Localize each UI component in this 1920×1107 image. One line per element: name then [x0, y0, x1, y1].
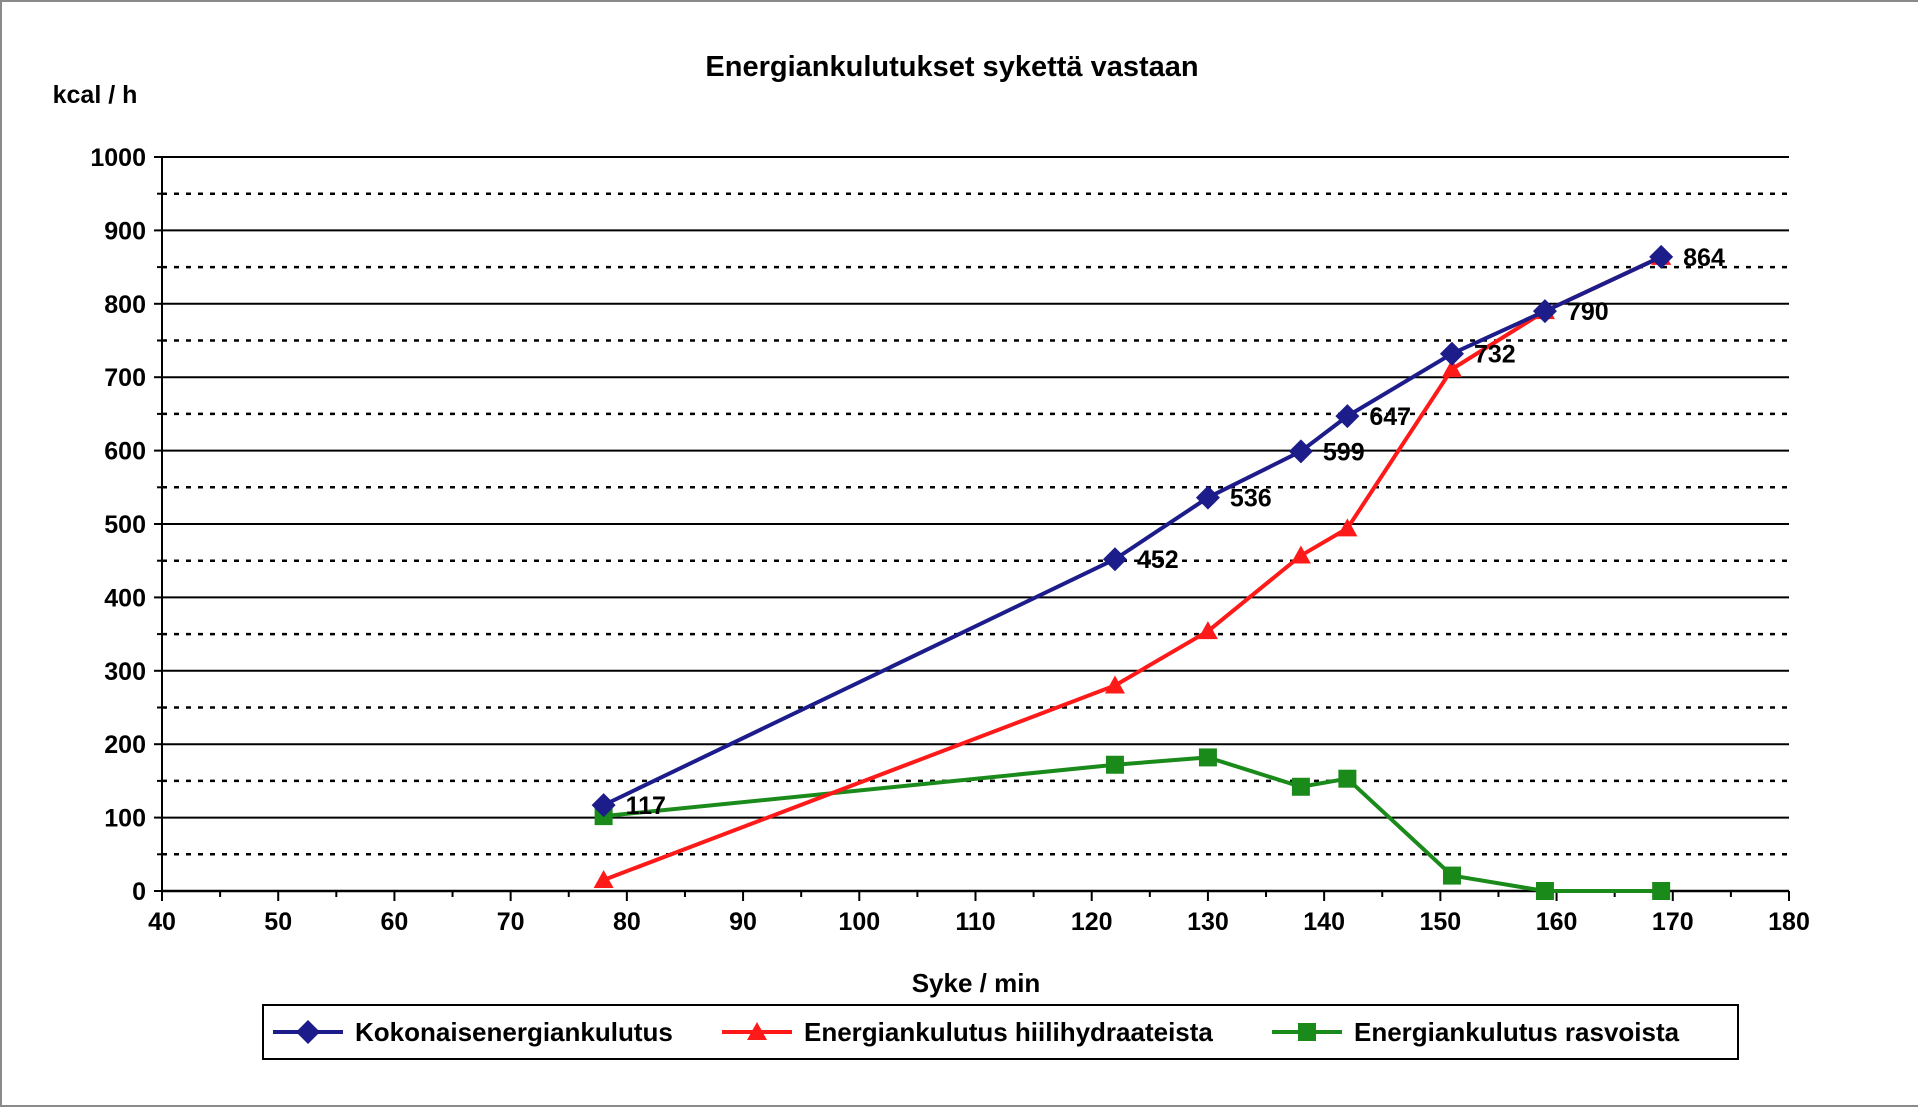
- data-label: 536: [1230, 485, 1272, 513]
- data-point: [1535, 882, 1554, 900]
- x-tick-label: 130: [1187, 908, 1229, 936]
- legend-marker: [1298, 1023, 1316, 1041]
- x-axis-label: Syke / min: [912, 968, 1041, 998]
- y-tick-label: 900: [104, 217, 146, 245]
- data-point: [1291, 777, 1310, 796]
- legend-marker: [296, 1020, 320, 1044]
- x-tick-label: 170: [1652, 908, 1694, 936]
- y-tick-label: 700: [104, 364, 146, 392]
- x-tick-label: 160: [1536, 908, 1578, 936]
- data-point: [1288, 439, 1313, 464]
- y-tick-label: 0: [132, 878, 146, 906]
- data-point: [593, 869, 614, 888]
- legend: Kokonaisenergiankulutus Energiankulutus h…: [262, 1004, 1739, 1060]
- legend-label: Kokonaisenergiankulutus: [355, 1017, 673, 1047]
- data-label: 599: [1323, 438, 1365, 466]
- series-line: [603, 755, 1662, 893]
- data-point: [1105, 755, 1124, 774]
- y-tick-label: 400: [104, 584, 146, 612]
- x-tick-label: 90: [729, 908, 757, 936]
- data-point: [1335, 404, 1360, 429]
- data-label: 452: [1137, 546, 1179, 574]
- data-point: [1198, 748, 1217, 767]
- data-point: [1102, 547, 1127, 572]
- data-point: [1441, 359, 1462, 378]
- legend-marker: [747, 1022, 767, 1040]
- data-label: 647: [1369, 403, 1411, 431]
- legend-label: Energiankulutus rasvoista: [1354, 1017, 1680, 1047]
- data-label: 790: [1567, 298, 1609, 326]
- y-tick-label: 200: [104, 731, 146, 759]
- series-line: [602, 255, 1663, 882]
- data-label: 864: [1683, 244, 1725, 272]
- data-point: [1439, 341, 1464, 366]
- x-tick-label: 180: [1768, 908, 1810, 936]
- data-point: [1649, 244, 1674, 269]
- x-tick-label: 100: [838, 908, 880, 936]
- legend-label: Energiankulutus hiilihydraateista: [804, 1017, 1213, 1047]
- data-label: 117: [626, 792, 666, 820]
- data-point: [1104, 675, 1125, 694]
- data-point: [1195, 485, 1220, 510]
- legend-box: [262, 1004, 1739, 1060]
- data-point: [1290, 545, 1311, 564]
- y-tick-label: 800: [104, 291, 146, 319]
- x-tick-label: 60: [381, 908, 409, 936]
- x-tick-label: 150: [1419, 908, 1461, 936]
- y-tick-label: 300: [104, 658, 146, 686]
- axes: 0 100 200 300 400 500 600 700 800 900 1000 40 50 60 70…: [90, 144, 1809, 936]
- x-tick-label: 80: [613, 908, 641, 936]
- data-point: [1337, 518, 1358, 537]
- y-tick-label: 500: [104, 511, 146, 539]
- data-point: [1652, 882, 1671, 900]
- data-point: [1197, 621, 1218, 640]
- series-1: [591, 244, 1674, 818]
- x-tick-label: 70: [497, 908, 525, 936]
- y-tick-label: 100: [104, 805, 146, 833]
- chart-title: Energiankulutukset sykettä vastaan: [705, 51, 1198, 83]
- data-point: [1532, 299, 1557, 324]
- grid-lines: [162, 156, 1789, 856]
- y-tick-label: 1000: [90, 144, 146, 172]
- data-label: 732: [1474, 341, 1516, 369]
- x-tick-label: 110: [955, 908, 995, 936]
- y-tick-label: 600: [104, 438, 146, 466]
- data-point: [591, 793, 616, 818]
- x-tick-label: 50: [264, 908, 292, 936]
- series-line: [602, 255, 1663, 807]
- data-point: [1338, 769, 1357, 788]
- x-tick-label: 120: [1071, 908, 1113, 936]
- x-tick-label: 40: [148, 908, 176, 936]
- series-3: [594, 748, 1671, 900]
- data-point: [1442, 866, 1461, 885]
- x-tick-label: 140: [1303, 908, 1345, 936]
- y-axis-label: kcal / h: [53, 81, 138, 109]
